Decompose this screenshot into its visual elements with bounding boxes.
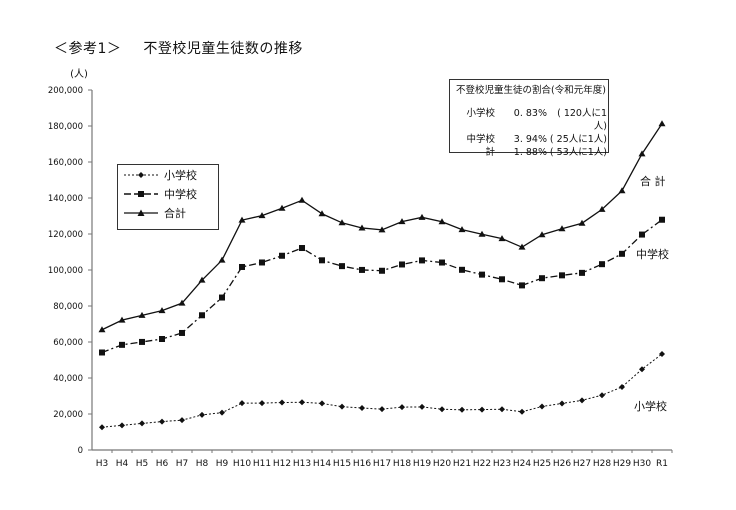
ratio-annotation-box: 不登校児童生徒の割合(令和元年度) 小学校 0. 83%( 120人に1人) 中学… bbox=[449, 79, 609, 158]
annotation-row-total: 計 1. 88%( 53人に1人) bbox=[485, 147, 607, 158]
svg-text:H23: H23 bbox=[493, 459, 511, 469]
dashdot-square-icon bbox=[124, 190, 158, 197]
svg-text:H10: H10 bbox=[233, 459, 251, 469]
svg-text:40,000: 40,000 bbox=[53, 374, 83, 384]
svg-text:H28: H28 bbox=[593, 459, 611, 469]
title-text: 不登校児童生徒数の推移 bbox=[143, 41, 303, 57]
svg-text:H29: H29 bbox=[613, 459, 631, 469]
svg-text:0: 0 bbox=[78, 446, 83, 456]
svg-text:H27: H27 bbox=[573, 459, 591, 469]
legend-item-total: 合計 bbox=[118, 203, 218, 222]
svg-text:80,000: 80,000 bbox=[53, 302, 83, 312]
svg-text:60,000: 60,000 bbox=[53, 338, 83, 348]
svg-text:H9: H9 bbox=[216, 459, 229, 469]
svg-text:H11: H11 bbox=[253, 459, 271, 469]
svg-text:120,000: 120,000 bbox=[48, 230, 83, 240]
legend-item-elementary: 小学校 bbox=[118, 165, 218, 184]
series-label-elementary: 小学校 bbox=[634, 400, 667, 413]
annotation-row-middle: 中学校 3. 94%( 25人に1人) bbox=[466, 134, 607, 145]
solid-triangle-icon bbox=[124, 209, 158, 216]
svg-text:H26: H26 bbox=[553, 459, 571, 469]
svg-text:20,000: 20,000 bbox=[53, 410, 83, 420]
annotation-row-elementary: 小学校 0. 83%( 120人に1人) bbox=[466, 108, 607, 132]
svg-text:160,000: 160,000 bbox=[48, 158, 83, 168]
svg-text:H13: H13 bbox=[293, 459, 311, 469]
svg-text:140,000: 140,000 bbox=[48, 194, 83, 204]
svg-text:H22: H22 bbox=[473, 459, 491, 469]
svg-text:180,000: 180,000 bbox=[48, 122, 83, 132]
svg-text:H20: H20 bbox=[433, 459, 451, 469]
svg-text:H18: H18 bbox=[393, 459, 411, 469]
legend-item-middle: 中学校 bbox=[118, 184, 218, 203]
svg-text:H5: H5 bbox=[136, 459, 149, 469]
svg-text:R1: R1 bbox=[656, 459, 668, 469]
svg-text:H17: H17 bbox=[373, 459, 391, 469]
svg-text:H4: H4 bbox=[116, 459, 129, 469]
dotted-diamond-icon bbox=[124, 171, 158, 178]
svg-text:H25: H25 bbox=[533, 459, 551, 469]
svg-text:100,000: 100,000 bbox=[48, 266, 83, 276]
series-label-middle: 中学校 bbox=[636, 248, 669, 261]
svg-text:H3: H3 bbox=[96, 459, 109, 469]
svg-text:H15: H15 bbox=[333, 459, 351, 469]
annotation-title: 不登校児童生徒の割合(令和元年度) bbox=[456, 85, 606, 96]
svg-text:H7: H7 bbox=[176, 459, 189, 469]
chart-title: ＜参考1＞ 不登校児童生徒数の推移 bbox=[54, 38, 325, 58]
series-label-total: 合 計 bbox=[640, 175, 666, 188]
svg-text:H14: H14 bbox=[313, 459, 331, 469]
svg-text:H12: H12 bbox=[273, 459, 291, 469]
svg-text:H21: H21 bbox=[453, 459, 471, 469]
svg-text:200,000: 200,000 bbox=[48, 86, 83, 96]
svg-text:H16: H16 bbox=[353, 459, 371, 469]
reference-label: ＜参考1＞ bbox=[54, 41, 122, 57]
legend: 小学校 中学校 合計 bbox=[117, 164, 219, 230]
svg-text:H30: H30 bbox=[633, 459, 651, 469]
svg-text:H24: H24 bbox=[513, 459, 531, 469]
svg-text:H19: H19 bbox=[413, 459, 431, 469]
svg-text:H6: H6 bbox=[156, 459, 169, 469]
svg-text:(人): (人) bbox=[70, 68, 88, 80]
svg-text:H8: H8 bbox=[196, 459, 209, 469]
